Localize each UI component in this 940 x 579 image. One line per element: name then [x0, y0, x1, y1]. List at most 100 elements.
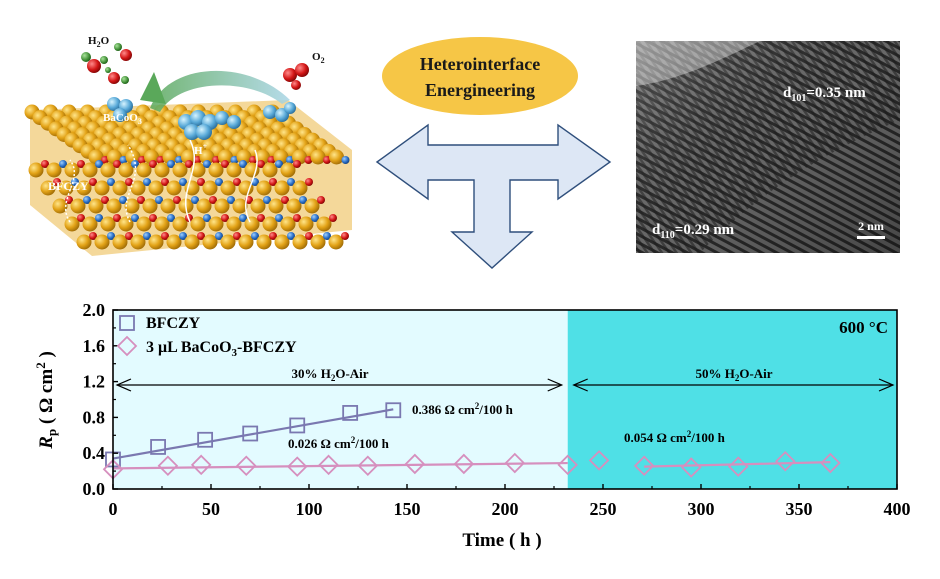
- lattice-front-o: [167, 214, 175, 222]
- water-flow-swoosh: [150, 70, 290, 112]
- lattice-front-atom: [100, 162, 116, 178]
- lattice-front-atom: [136, 216, 152, 232]
- lattice-front-o: [89, 178, 97, 186]
- annotation-ba-rate-2: 0.054 Ω cm2/100 h: [624, 429, 726, 445]
- lattice-front-o: [323, 232, 331, 240]
- ba-bfczy-point-12: [633, 455, 655, 477]
- x-tick-label-50: 50: [202, 499, 220, 519]
- ba-bfczy-point-9: [504, 452, 526, 474]
- lattice-front-o: [233, 232, 241, 240]
- lattice-front-atom: [52, 198, 68, 214]
- lattice-front-o: [41, 160, 49, 168]
- lattice-front-o: [149, 214, 157, 222]
- o2-molecules: [283, 63, 309, 90]
- axis-ticks: 0 50 100 150 200 250 300 350 400 0.0 0.4 0.8 1.2 1.6 2…: [83, 300, 911, 519]
- lattice-front-o: [209, 196, 217, 204]
- lattice-front-o: [275, 214, 283, 222]
- region-arrows: [115, 378, 895, 392]
- label-proton: H+: [194, 142, 208, 157]
- lattice-front-o: [83, 196, 91, 204]
- data-markers: [102, 402, 841, 480]
- lattice-b-site: [323, 156, 331, 164]
- region-50-background: [567, 310, 897, 489]
- lattice-front-o: [293, 160, 301, 168]
- swoosh-arrowhead: [140, 72, 166, 104]
- lattice-a-site: [218, 149, 233, 165]
- lattice-a-site: [181, 149, 196, 165]
- lattice-front-o: [143, 178, 151, 186]
- lattice-front-atom: [298, 216, 314, 232]
- proton-path-1: [64, 159, 76, 223]
- lattice-front-o: [191, 196, 199, 204]
- lattice-front-atom: [184, 234, 200, 250]
- lattice-front-atom: [268, 198, 284, 214]
- lattice-front-atom: [154, 216, 170, 232]
- y-tick-label-5: 2.0: [83, 300, 106, 320]
- lattice-front-atom: [166, 234, 182, 250]
- ba-bfczy-point-16: [820, 452, 841, 474]
- legend: BFCZY 3 μL BaCoO3-BFCZY: [116, 315, 297, 359]
- lattice-front-atom: [142, 198, 158, 214]
- lattice-front-o: [269, 232, 277, 240]
- lattice-front-o: [221, 160, 229, 168]
- region-30-background: [113, 310, 568, 489]
- bfczy-point-1: [150, 439, 166, 455]
- lattice-front-atom: [130, 180, 146, 196]
- lattice-front-o: [179, 232, 187, 240]
- lattice-front-atom: [304, 198, 320, 214]
- lattice-a-site: [162, 149, 178, 165]
- bfczy-point-3: [242, 425, 259, 442]
- lattice-front-atom: [262, 162, 278, 178]
- x-tick-label-400: 400: [884, 499, 911, 519]
- lattice-front-atom: [64, 216, 80, 232]
- lattice-b-site: [193, 156, 202, 164]
- lattice-front-atom: [226, 162, 242, 178]
- lattice-front-o: [257, 160, 265, 168]
- lattice-b-site: [101, 156, 109, 164]
- lattice-b-site: [304, 156, 313, 164]
- lattice-front-o: [113, 214, 121, 222]
- lattice-front-atom: [208, 162, 224, 178]
- lattice-front-o: [77, 214, 85, 222]
- lattice-front-o: [251, 232, 259, 240]
- x-tick-label-150: 150: [394, 499, 421, 519]
- ba-bfczy-point-3: [236, 455, 257, 477]
- lattice-front-o: [113, 160, 121, 168]
- bfczy-point-5: [342, 405, 359, 421]
- ba-bfczy-point-5: [318, 454, 339, 476]
- lattice-front-atom: [244, 162, 260, 178]
- lattice-front-atom: [112, 180, 128, 196]
- lattice-front-o: [161, 178, 169, 186]
- bfczy-fit-line: [112, 408, 394, 460]
- lattice-front-atom: [256, 180, 272, 196]
- bfczy-point-4: [289, 417, 306, 434]
- lattice-front-o: [293, 214, 301, 222]
- lattice-b-site: [249, 156, 257, 164]
- x-tick-label-0: 0: [109, 499, 118, 519]
- lattice-front-o: [305, 232, 313, 240]
- lattice-front-atom: [316, 216, 332, 232]
- lattice-front-atom: [274, 234, 290, 250]
- lattice-front-atom: [82, 216, 98, 232]
- x-axis-title: Time ( h ): [462, 530, 541, 551]
- lattice-front-atom: [310, 234, 326, 250]
- ellipse-line-2: Energineering: [425, 80, 535, 100]
- lattice-front-o: [215, 232, 223, 240]
- lattice-front-o: [119, 196, 127, 204]
- lattice-front-o: [107, 232, 115, 240]
- lattice-front-atom: [250, 198, 266, 214]
- lattice-front-o: [149, 160, 157, 168]
- lattice-front-atom: [148, 234, 164, 250]
- lattice-front-atom: [160, 198, 176, 214]
- ba-bfczy-fit-line-1: [644, 461, 831, 468]
- lattice-front-o: [329, 214, 337, 222]
- lattice-front-o: [167, 160, 175, 168]
- lattice-front-atom: [172, 162, 188, 178]
- rp-chart: 0 50 100 150 200 250 300 350 400 0.0 0.4 0.8 1.2 1.6 2…: [33, 300, 911, 551]
- ba-bfczy-point-1: [157, 455, 179, 477]
- lattice-front-o: [221, 214, 229, 222]
- y-axis-title: Rp ( Ω cm2 ): [33, 351, 59, 450]
- lattice-b-site: [138, 156, 146, 164]
- label-bacoo3: BaCoO3: [103, 112, 142, 126]
